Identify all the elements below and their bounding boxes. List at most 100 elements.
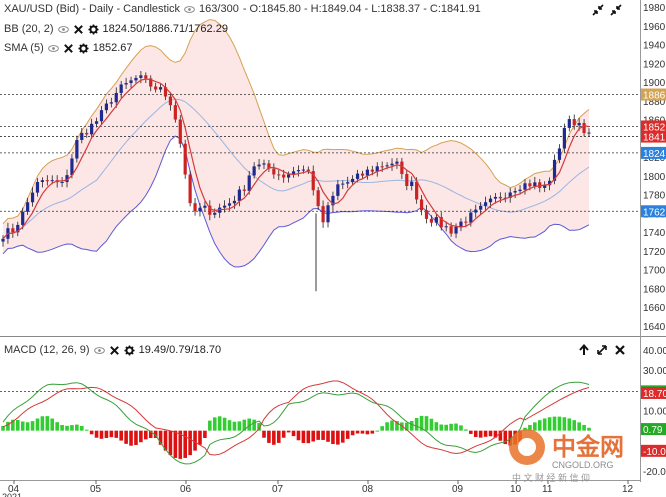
eye-icon[interactable]: [57, 24, 69, 35]
macd-histogram-bar: [168, 430, 173, 456]
candle: [134, 77, 138, 81]
macd-histogram-bar: [40, 416, 45, 431]
macd-tag: [641, 386, 666, 399]
macd-histogram-bar: [350, 430, 355, 436]
macd-histogram-bar: [173, 430, 178, 458]
macd-histogram-bar: [537, 420, 542, 431]
gear-icon[interactable]: [78, 42, 89, 54]
candle: [227, 203, 232, 206]
arrow-up-icon[interactable]: [578, 344, 590, 356]
close-x-icon[interactable]: [73, 24, 84, 35]
macd-histogram-bar: [434, 422, 439, 431]
macd-histogram-bar: [380, 426, 384, 431]
macd-tick-label: -20.00: [643, 467, 666, 478]
macd-histogram-bar: [306, 430, 311, 444]
price-tag: [641, 120, 666, 133]
candle: [355, 173, 360, 179]
candle: [326, 205, 330, 223]
macd-histogram-bar: [567, 418, 572, 431]
bb-indicator-row: BB (20, 2) 1824.50/1886.71/1762.29: [4, 23, 228, 35]
price-tag: [641, 88, 666, 101]
macd-histogram-bar: [414, 418, 419, 431]
price-tick-label: 1700: [643, 266, 666, 277]
candle: [483, 202, 488, 206]
macd-histogram-bar: [129, 430, 133, 446]
candle: [198, 207, 202, 212]
candle: [365, 169, 370, 176]
macd-histogram-bar: [385, 422, 389, 431]
candle: [434, 217, 438, 223]
price-tick-label: 1660: [643, 303, 666, 314]
price-tag: [641, 205, 666, 218]
macd-histogram-bar: [587, 427, 591, 431]
collapse-icon[interactable]: [592, 4, 604, 16]
candle: [543, 185, 547, 188]
candle: [99, 110, 104, 122]
price-tick-label: 1640: [643, 322, 666, 333]
price-tag: [641, 130, 666, 143]
macd-histogram-bar: [326, 430, 330, 442]
candle: [370, 169, 374, 172]
candle: [178, 119, 182, 144]
candle: [60, 182, 64, 184]
watermark-domain: CNGOLD.ORG: [552, 460, 614, 470]
candle: [548, 180, 552, 186]
close-x-icon[interactable]: [109, 345, 120, 356]
close-x-icon[interactable]: [63, 43, 74, 54]
close-x-icon[interactable]: [614, 344, 626, 356]
candle: [538, 182, 542, 188]
candle: [439, 217, 443, 228]
candle: [70, 158, 74, 176]
macd-histogram-bar: [365, 430, 370, 435]
eye-icon[interactable]: [47, 43, 59, 54]
macd-histogram-bar: [454, 423, 458, 431]
candle: [173, 105, 177, 120]
price-tick-label: 1800: [643, 172, 666, 183]
macd-histogram-bar: [542, 418, 547, 431]
macd-histogram-bar: [429, 418, 434, 431]
macd-histogram-bar: [217, 416, 222, 431]
macd-histogram-bar: [360, 430, 365, 434]
price-axis: 1980196019401920190018801860184018201800…: [641, 3, 666, 333]
macd-tag-label: 0.79: [643, 425, 663, 436]
macd-histogram-bar: [262, 430, 266, 438]
macd-histogram-bar: [469, 430, 473, 434]
macd-histogram-bar: [237, 421, 242, 431]
gear-icon[interactable]: [87, 23, 99, 35]
eye-icon[interactable]: [184, 4, 195, 15]
candle: [444, 226, 448, 228]
watermark-brand: 中金网: [552, 433, 624, 461]
macd-histogram-bar: [94, 430, 99, 438]
macd-indicator-row: MACD (12, 26, 9) 19.49/0.79/18.70: [4, 344, 221, 356]
macd-histogram-bar: [444, 424, 448, 431]
candle: [523, 183, 527, 190]
candle: [567, 119, 571, 128]
candle: [385, 165, 389, 167]
macd-histogram-bar: [124, 430, 128, 444]
candle: [232, 200, 237, 204]
candle: [50, 180, 54, 182]
gear-icon[interactable]: [124, 344, 135, 356]
macd-panel: 40.0030.0020.0010.000.00-10.00-20.0019.4…: [0, 346, 666, 478]
candle: [341, 183, 345, 185]
macd-tag-label: -10.00: [643, 447, 666, 458]
candle: [459, 221, 463, 227]
candle: [331, 195, 335, 206]
macd-histogram-bar: [84, 429, 89, 431]
eye-icon[interactable]: [93, 345, 105, 356]
price-tag-label: 1762: [643, 207, 666, 218]
candles-group: [1, 70, 591, 247]
macd-histogram-bar: [528, 424, 532, 431]
candle: [213, 212, 217, 215]
collapse-icon[interactable]: [610, 4, 622, 16]
macd-histogram-bar: [99, 430, 104, 439]
macd-histogram-bar: [498, 430, 503, 441]
candle: [154, 86, 158, 90]
candle: [375, 166, 379, 172]
candle: [237, 189, 241, 201]
macd-histogram-bar: [404, 422, 409, 431]
macd-histogram-bar: [355, 430, 360, 434]
candle: [479, 205, 483, 210]
expand-icon[interactable]: [596, 344, 608, 356]
